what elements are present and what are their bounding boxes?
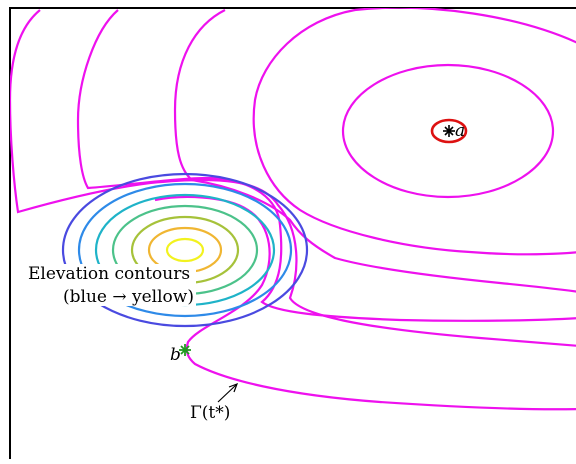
gamma-label: Γ(t*) (190, 403, 230, 423)
level-set-contour-3 (173, 9, 576, 293)
point-a-marker (443, 125, 455, 137)
plot-frame (9, 7, 576, 464)
point-a-label: a (455, 121, 465, 141)
point-b-label: b (170, 345, 181, 365)
target-ring (430, 118, 468, 144)
elevation-label-background (24, 264, 196, 306)
elevation-contour-2 (77, 182, 293, 318)
level-set-contour-4 (252, 8, 576, 256)
gamma-path (154, 195, 576, 411)
level-set-contour-2 (76, 9, 576, 322)
level-set-contour-5 (341, 63, 555, 199)
elevation-contour-7 (165, 237, 205, 263)
gamma-arrow (217, 382, 239, 403)
elevation-label-line1: Elevation contours (28, 264, 190, 284)
elevation-contour-1 (61, 172, 309, 328)
elevation-label-line2: (blue → yellow) (63, 287, 194, 307)
point-b-marker (179, 344, 191, 356)
